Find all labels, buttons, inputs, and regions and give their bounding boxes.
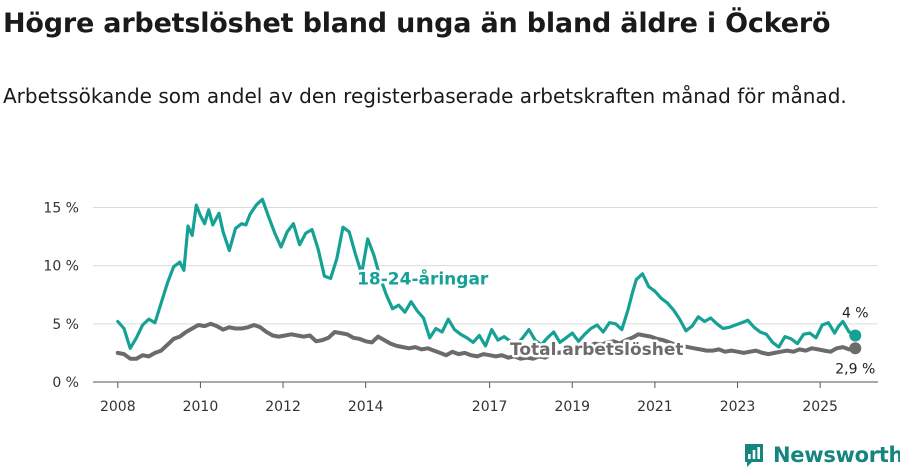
series-label-youth: 18-24-åringar <box>357 267 489 289</box>
x-tick-label: 2017 <box>472 399 508 415</box>
series-line-youth <box>116 197 857 350</box>
x-tick-label: 2008 <box>100 399 136 415</box>
x-tick-label: 2023 <box>720 399 756 415</box>
y-tick-label: 10 % <box>43 259 79 275</box>
newsworthy-logo-icon <box>745 444 763 467</box>
end-marker-youth <box>849 329 862 342</box>
x-tick-label: 2010 <box>183 399 219 415</box>
brand: Newsworthy <box>743 442 900 468</box>
x-tick-label: 2014 <box>348 399 384 415</box>
end-label-youth: 4 % <box>842 305 869 321</box>
y-tick-label: 5 % <box>52 317 79 333</box>
x-tick-label: 2019 <box>554 399 590 415</box>
series-line-total <box>115 321 858 361</box>
series-label-total: Total arbetslöshet <box>510 340 684 360</box>
x-tick-label: 2021 <box>637 399 673 415</box>
y-tick-label: 15 % <box>43 200 79 216</box>
brand-name: Newsworthy <box>773 443 900 467</box>
end-label-total: 2,9 % <box>835 361 875 377</box>
x-tick-label: 2012 <box>265 399 301 415</box>
x-tick-label: 2025 <box>802 399 838 415</box>
chart-title: Högre arbetslöshet bland unga än bland ä… <box>3 8 831 39</box>
chart-subtitle: Arbetssökande som andel av den registerb… <box>3 84 847 108</box>
y-tick-label: 0 % <box>52 375 79 391</box>
end-marker-total <box>849 342 862 355</box>
